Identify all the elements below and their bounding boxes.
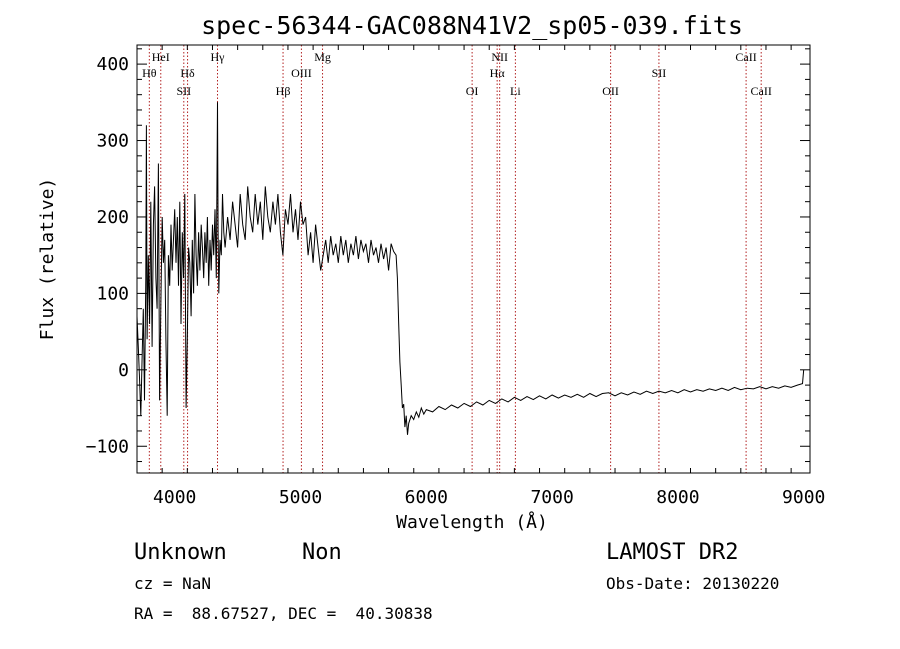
marker-label: NII (491, 50, 508, 64)
marker-label: SII (652, 66, 667, 80)
marker-label: Hα (490, 66, 506, 80)
chart-title: spec-56344-GAC088N41V2_sp05-039.fits (201, 11, 743, 40)
marker-label: CaII (735, 50, 756, 64)
y-axis-ticks: −100 0 100 200 300 400 (86, 48, 810, 463)
object-subclass: Non (302, 540, 342, 565)
y-tick-label: 200 (96, 207, 129, 228)
y-tick-label: 300 (96, 131, 129, 152)
marker-label: OI (466, 84, 479, 98)
y-tick-label: 100 (96, 283, 129, 304)
marker-label: CaII (751, 84, 772, 98)
marker-label: Li (510, 84, 521, 98)
plot-frame (136, 44, 811, 474)
x-tick-label: 4000 (153, 487, 196, 508)
x-axis-ticks: 4000 5000 6000 7000 8000 9000 (136, 45, 825, 508)
marker-label: Hθ (142, 66, 157, 80)
marker-label: Hδ (180, 66, 195, 80)
x-tick-label: 9000 (782, 487, 825, 508)
y-tick-label: −100 (86, 436, 129, 457)
marker-label: OIII (291, 66, 312, 80)
y-axis-label: Flux (relative) (37, 178, 58, 341)
x-tick-label: 7000 (530, 487, 573, 508)
y-tick-label: 400 (96, 54, 129, 75)
spectrum-line (136, 102, 805, 435)
marker-label: SII (176, 84, 191, 98)
marker-label: Mg (314, 50, 331, 64)
survey-name: LAMOST DR2 (606, 540, 738, 565)
x-tick-label: 8000 (656, 487, 699, 508)
marker-label: HeI (152, 50, 170, 64)
redshift-text: cz = NaN (134, 574, 211, 593)
marker-label: Hβ (276, 84, 291, 98)
marker-label: OII (602, 84, 619, 98)
x-tick-label: 6000 (405, 487, 448, 508)
obs-date-text: Obs-Date: 20130220 (606, 574, 779, 593)
coordinates-text: RA = 88.67527, DEC = 40.30838 (134, 604, 433, 623)
marker-label: Hγ (211, 50, 226, 64)
object-class: Unknown (134, 540, 227, 565)
x-tick-label: 5000 (279, 487, 322, 508)
x-axis-label: Wavelength (Å) (396, 511, 548, 533)
y-tick-label: 0 (118, 360, 129, 381)
